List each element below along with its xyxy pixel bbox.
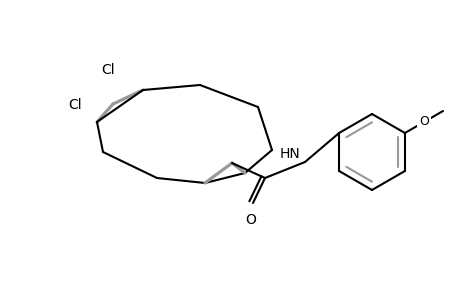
Text: O: O [245,213,256,227]
Text: O: O [418,116,428,128]
Text: Cl: Cl [101,63,115,77]
Text: HN: HN [279,147,299,161]
Text: Cl: Cl [68,98,82,112]
